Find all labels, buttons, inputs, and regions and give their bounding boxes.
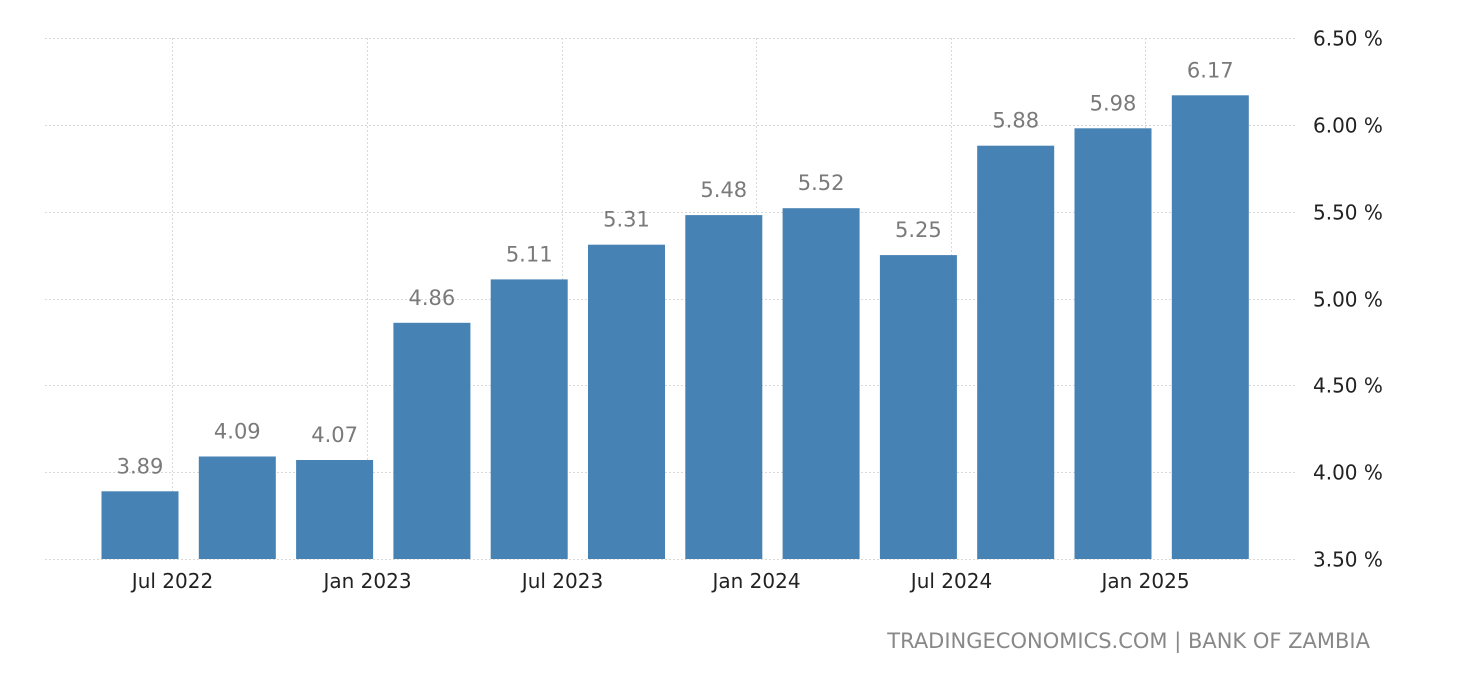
bar	[782, 208, 860, 559]
x-tick-label: Jan 2023	[321, 569, 411, 593]
data-labels: 3.89 4.09 4.07 4.86 5.11 5.31 5.48 5.52 5.25 5.88…	[117, 58, 1234, 478]
data-label: 6.17	[1187, 58, 1234, 82]
x-tick-label: Jul 2023	[520, 569, 603, 593]
bar	[685, 215, 763, 559]
data-label: 5.31	[603, 208, 650, 232]
bar	[198, 456, 276, 559]
bar	[1171, 95, 1249, 560]
data-label: 4.07	[311, 423, 358, 447]
y-tick-label: 5.50 %	[1313, 201, 1383, 225]
y-tick-label: 6.00 %	[1313, 114, 1383, 138]
bar	[393, 322, 471, 559]
bar	[879, 255, 957, 559]
y-tick-label: 6.50 %	[1313, 27, 1383, 51]
x-tick-label: Jan 2025	[1099, 569, 1189, 593]
x-tick-label: Jul 2022	[130, 569, 213, 593]
bar	[1074, 128, 1152, 560]
x-tick-label: Jan 2024	[710, 569, 800, 593]
data-label: 4.86	[409, 286, 456, 310]
bar	[296, 460, 374, 559]
source-attribution: TRADINGECONOMICS.COM | BANK OF ZAMBIA	[887, 629, 1370, 653]
data-label: 5.52	[798, 171, 845, 195]
bar	[977, 145, 1055, 559]
y-tick-label: 3.50 %	[1313, 548, 1383, 572]
data-label: 5.48	[700, 178, 747, 202]
y-tick-label: 5.00 %	[1313, 288, 1383, 312]
data-label: 5.98	[1090, 91, 1137, 115]
data-label: 4.09	[214, 420, 261, 444]
data-label: 5.25	[895, 218, 942, 242]
x-axis-ticks: Jul 2022 Jan 2023 Jul 2023 Jan 2024 Jul 2024…	[130, 569, 1190, 593]
bar	[490, 279, 568, 559]
y-axis-ticks: 3.50 % 4.00 % 4.50 % 5.00 % 5.50 % 6.00 % 6.50…	[1313, 27, 1383, 572]
x-tick-label: Jul 2024	[909, 569, 992, 593]
data-label: 3.89	[117, 454, 164, 478]
bar	[588, 244, 665, 559]
data-label: 5.11	[506, 242, 553, 266]
y-tick-label: 4.50 %	[1313, 374, 1383, 398]
bar	[101, 491, 179, 559]
data-label: 5.88	[992, 109, 1039, 133]
y-tick-label: 4.00 %	[1313, 461, 1383, 485]
bars	[101, 95, 1249, 560]
